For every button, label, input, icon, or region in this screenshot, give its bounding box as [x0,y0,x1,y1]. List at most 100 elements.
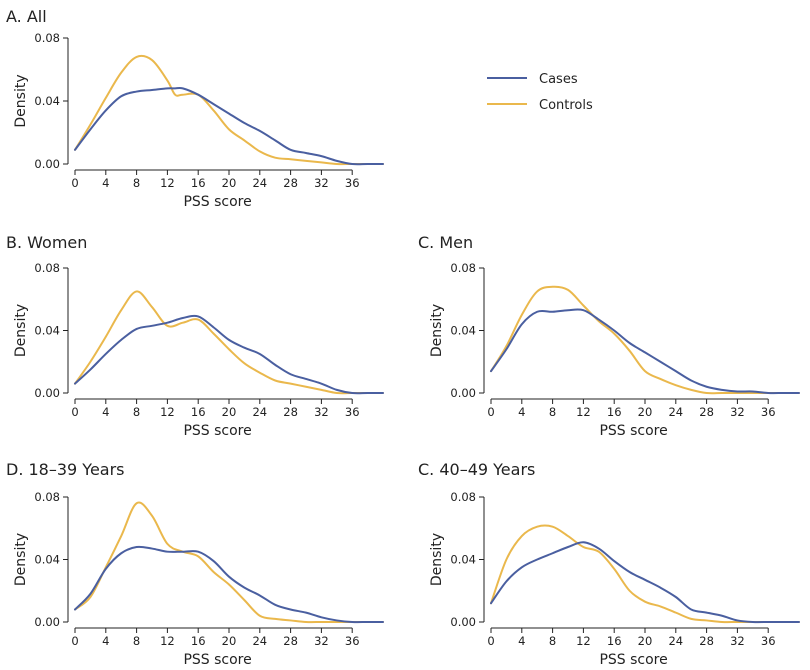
x-tick-label: 4 [518,405,525,419]
x-tick-label: 4 [102,405,109,419]
panel-title: D. 18–39 Years [6,460,125,479]
y-tick-label: 0.08 [34,261,60,275]
legend: Cases Controls [487,72,593,113]
x-tick-label: 0 [487,634,494,648]
x-tick-label: 32 [730,405,745,419]
x-tick-label: 28 [283,176,298,190]
x-tick-label: 8 [549,405,556,419]
x-tick-label: 32 [314,634,329,648]
panel-title: C. Men [418,233,473,252]
legend-label-controls: Controls [539,98,593,113]
series-line-cases [74,545,384,624]
x-axis-label: PSS score [599,423,667,439]
x-tick-label: 32 [730,634,745,648]
x-tick-label: 0 [71,405,78,419]
series-line-cases [490,308,800,395]
x-tick-label: 24 [252,405,267,419]
y-tick-label: 0.08 [34,490,60,504]
x-tick-label: 20 [222,176,237,190]
legend-label-cases: Cases [539,72,578,87]
series-line-controls [74,54,384,166]
y-axis-label: Density [13,304,29,357]
x-tick-label: 24 [252,634,267,648]
x-tick-label: 16 [607,634,622,648]
x-axis-label: PSS score [183,423,251,439]
panels: A. All 0 4 8 12 16 20 24 28 32 36 0.00 0.04 0.08 PSS s… [6,7,800,668]
x-tick-label: 28 [699,634,714,648]
x-tick-label: 20 [638,634,653,648]
x-tick-label: 12 [160,405,175,419]
x-tick-label: 24 [668,634,683,648]
x-axis-label: PSS score [183,652,251,668]
series-line-cases [490,541,800,624]
x-tick-label: 12 [160,176,175,190]
x-tick-label: 24 [252,176,267,190]
y-tick-label: 0.04 [34,324,60,338]
x-tick-label: 0 [71,176,78,190]
x-tick-label: 0 [71,634,78,648]
y-axis-label: Density [429,304,445,357]
y-tick-label: 0.04 [450,324,476,338]
x-tick-label: 36 [761,405,776,419]
y-tick-label: 0.04 [450,553,476,567]
x-tick-label: 4 [102,176,109,190]
x-tick-label: 32 [314,176,329,190]
x-axis-label: PSS score [183,194,251,210]
y-tick-label: 0.04 [34,553,60,567]
x-tick-label: 12 [576,405,591,419]
panel-title: A. All [6,7,47,26]
x-tick-label: 16 [191,405,206,419]
y-tick-label: 0.00 [450,615,476,629]
x-tick-label: 8 [549,634,556,648]
panel-3: C. Men 0 4 8 12 16 20 24 28 32 36 0.00 0.04 0.08 PSS s… [418,233,800,439]
series-line-controls [490,524,800,624]
y-tick-label: 0.08 [450,490,476,504]
x-tick-label: 20 [222,405,237,419]
panel-5: C. 40–49 Years 0 4 8 12 16 20 24 28 32 36 0.00 0.04 0… [418,460,800,668]
x-tick-label: 4 [102,634,109,648]
x-tick-label: 28 [283,634,298,648]
x-tick-label: 16 [607,405,622,419]
x-axis-label: PSS score [599,652,667,668]
x-tick-label: 36 [345,176,360,190]
x-tick-label: 20 [222,634,237,648]
y-tick-label: 0.08 [34,31,60,45]
y-tick-label: 0.00 [34,386,60,400]
x-tick-label: 36 [345,405,360,419]
y-axis-label: Density [429,533,445,586]
x-tick-label: 20 [638,405,653,419]
series-line-controls [490,285,800,395]
x-tick-label: 28 [699,405,714,419]
x-tick-label: 32 [314,405,329,419]
panel-2: B. Women 0 4 8 12 16 20 24 28 32 36 0.00 0.04 0.08 PSS… [6,233,384,439]
x-tick-label: 12 [160,634,175,648]
y-tick-label: 0.00 [450,386,476,400]
x-tick-label: 16 [191,634,206,648]
y-tick-label: 0.00 [34,157,60,171]
y-tick-label: 0.04 [34,94,60,108]
panel-title: C. 40–49 Years [418,460,535,479]
x-tick-label: 8 [133,634,140,648]
x-tick-label: 12 [576,634,591,648]
series-line-cases [74,86,384,166]
panel-4: D. 18–39 Years 0 4 8 12 16 20 24 28 32 36 0.00 0.04 0… [6,460,384,668]
x-tick-label: 16 [191,176,206,190]
x-tick-label: 0 [487,405,494,419]
series-line-controls [74,501,384,624]
y-axis-label: Density [13,74,29,127]
panel-title: B. Women [6,233,87,252]
x-tick-label: 36 [761,634,776,648]
x-tick-label: 4 [518,634,525,648]
panel-1: A. All 0 4 8 12 16 20 24 28 32 36 0.00 0.04 0.08 PSS s… [6,7,384,210]
series-line-controls [74,290,384,395]
series-line-cases [74,314,384,395]
x-tick-label: 8 [133,405,140,419]
x-tick-label: 8 [133,176,140,190]
y-tick-label: 0.08 [450,261,476,275]
y-axis-label: Density [13,533,29,586]
y-tick-label: 0.00 [34,615,60,629]
x-tick-label: 28 [283,405,298,419]
x-tick-label: 36 [345,634,360,648]
x-tick-label: 24 [668,405,683,419]
